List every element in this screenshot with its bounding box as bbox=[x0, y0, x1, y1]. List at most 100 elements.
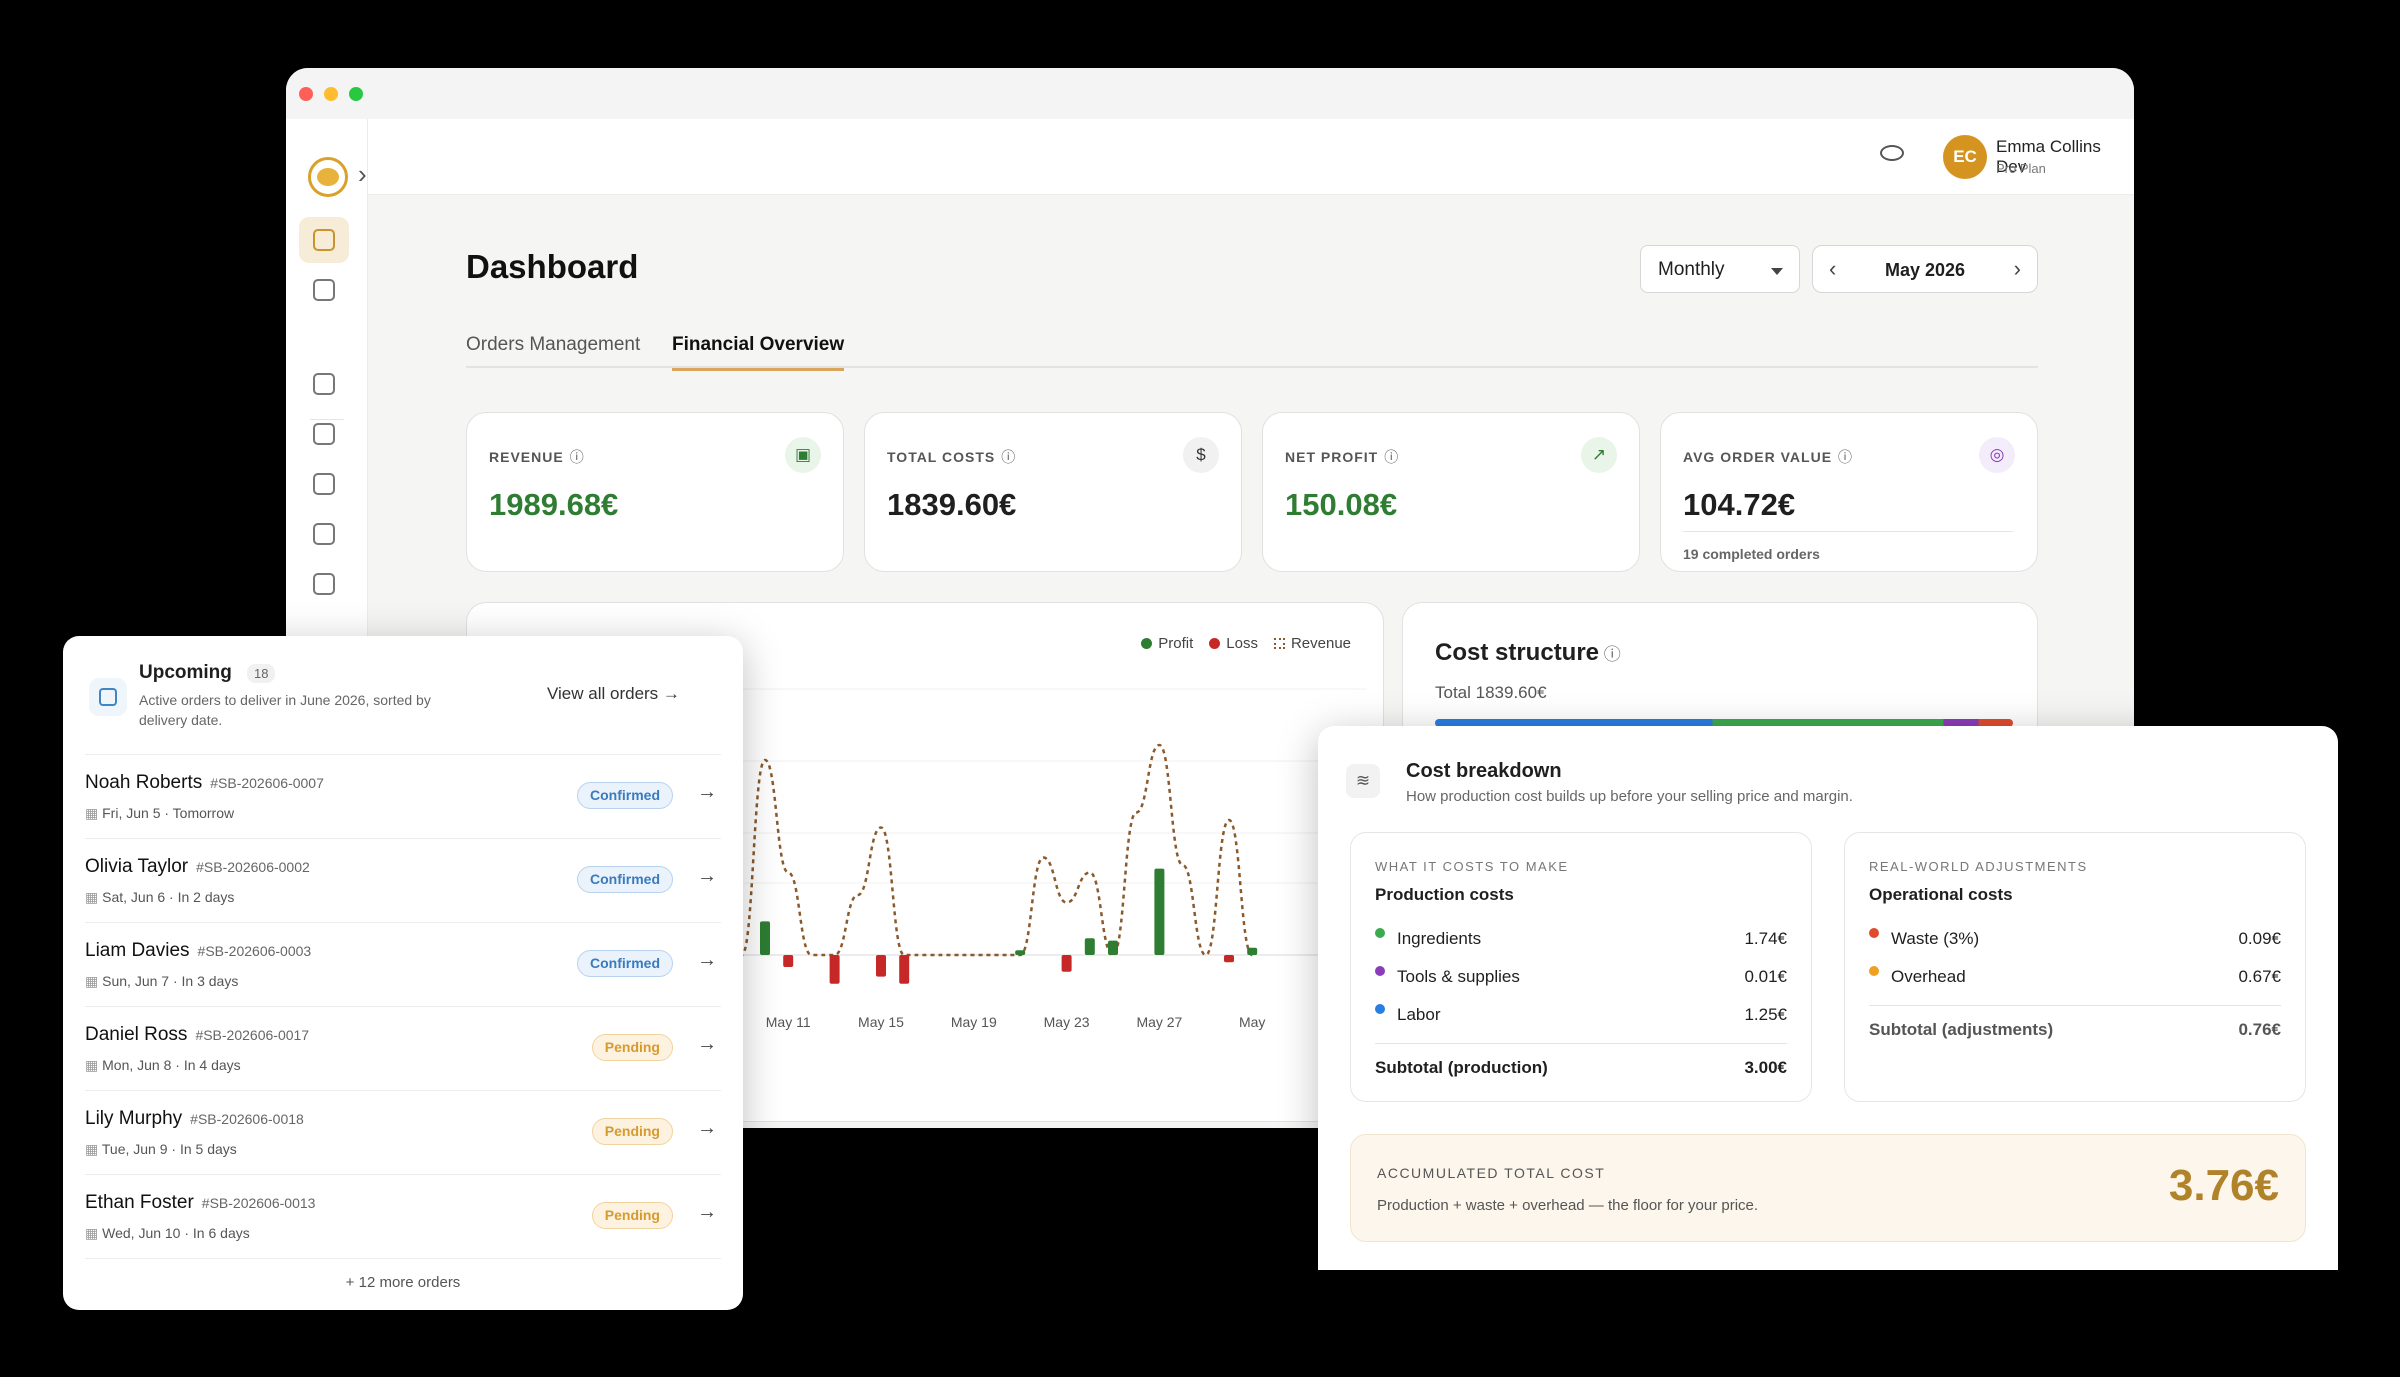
order-row[interactable]: Liam Davies #SB-202606-0003 Sun, Jun 7 · … bbox=[85, 922, 721, 1006]
profit-bar[interactable] bbox=[1084, 938, 1095, 955]
status-badge: Confirmed bbox=[577, 866, 673, 893]
clipboard-icon bbox=[313, 523, 335, 545]
dashboard-icon bbox=[313, 229, 335, 251]
more-orders-link[interactable]: + 12 more orders bbox=[345, 1274, 461, 1291]
x-tick-label: May 11 bbox=[766, 1014, 811, 1030]
arrow-right-icon[interactable]: → bbox=[697, 865, 717, 887]
period-select[interactable]: Monthly bbox=[1640, 245, 1800, 293]
tab-financial-overview[interactable]: Financial Overview bbox=[672, 334, 845, 371]
customer-name: Ethan Foster bbox=[85, 1192, 194, 1213]
loss-bar[interactable] bbox=[829, 955, 840, 984]
production-kicker: WHAT IT COSTS TO MAKE bbox=[1375, 859, 1569, 874]
nav-checklist[interactable] bbox=[299, 511, 349, 557]
arrow-right-icon[interactable]: → bbox=[697, 781, 717, 803]
customer-name: Lily Murphy bbox=[85, 1108, 183, 1129]
status-badge: Confirmed bbox=[577, 950, 673, 977]
kpi-label: TOTAL COSTS bbox=[887, 447, 1016, 467]
user-name[interactable]: Emma Collins Dev bbox=[1996, 137, 2101, 176]
chart-legend: Profit Loss Revenue bbox=[1141, 635, 1351, 652]
kpi-label: NET PROFIT bbox=[1285, 447, 1399, 467]
nav-recipes[interactable] bbox=[299, 461, 349, 507]
order-row[interactable]: Daniel Ross #SB-202606-0017 Mon, Jun 8 · … bbox=[85, 1006, 721, 1090]
period-select-value: Monthly bbox=[1658, 259, 1725, 280]
loss-bar[interactable] bbox=[1061, 955, 1072, 972]
order-row[interactable]: Ethan Foster #SB-202606-0013 Wed, Jun 10 … bbox=[85, 1174, 721, 1258]
order-row[interactable]: Lily Murphy #SB-202606-0018 Tue, Jun 9 · … bbox=[85, 1090, 721, 1174]
delivery-date: Sun, Jun 7 · In 3 days bbox=[85, 973, 238, 990]
cost-structure-title: Cost structure bbox=[1435, 639, 1621, 667]
calendar-clock-icon bbox=[89, 678, 127, 716]
upcoming-count: 18 bbox=[247, 664, 276, 683]
nav-products[interactable] bbox=[299, 411, 349, 457]
loss-bar[interactable] bbox=[783, 955, 794, 967]
arrow-right-icon[interactable]: → bbox=[697, 1117, 717, 1139]
minimize-window-button[interactable] bbox=[324, 87, 338, 101]
nav-customers[interactable] bbox=[299, 561, 349, 607]
profit-bar[interactable] bbox=[1015, 950, 1026, 955]
receipt-icon: $ bbox=[1183, 437, 1219, 473]
loss-bar[interactable] bbox=[1224, 955, 1234, 963]
chevron-left-icon[interactable]: ‹ bbox=[1829, 256, 1837, 281]
cost-structure-total: Total 1839.60€ bbox=[1435, 683, 1547, 702]
profit-bar[interactable] bbox=[1247, 947, 1258, 955]
order-row[interactable]: Noah Roberts #SB-202606-0007 Fri, Jun 5 ·… bbox=[85, 754, 721, 838]
kpi-revenue: REVENUE ▣ 1989.68€ bbox=[466, 412, 844, 572]
delivery-date: Tue, Jun 9 · In 5 days bbox=[85, 1141, 237, 1158]
loss-bar[interactable] bbox=[876, 955, 886, 977]
expand-sidebar-icon[interactable]: › bbox=[358, 159, 367, 189]
nav-calendar[interactable] bbox=[299, 267, 349, 313]
kpi-value: 104.72€ bbox=[1683, 487, 1796, 522]
status-badge: Pending bbox=[591, 1034, 673, 1061]
adjust-subtotal: Subtotal (adjustments) 0.76€ bbox=[1869, 1005, 2281, 1040]
legend-revenue[interactable]: Revenue bbox=[1273, 635, 1351, 652]
kpi-label: REVENUE bbox=[489, 447, 585, 467]
order-row[interactable]: Olivia Taylor #SB-202606-0002 Sat, Jun 6 … bbox=[85, 838, 721, 922]
profit-bar[interactable] bbox=[1154, 868, 1165, 955]
arrow-right-icon[interactable]: → bbox=[697, 1033, 717, 1055]
avatar[interactable]: EC bbox=[1943, 135, 1987, 179]
tab-orders-management[interactable]: Orders Management bbox=[466, 334, 641, 355]
users-icon bbox=[313, 573, 335, 595]
cost-item-tools: Tools & supplies 0.01€ bbox=[1375, 966, 1787, 993]
upcoming-description: Active orders to deliver in June 2026, s… bbox=[139, 692, 431, 728]
kpi-net-profit: NET PROFIT ↗ 150.08€ bbox=[1262, 412, 1640, 572]
delivery-date: Wed, Jun 10 · In 6 days bbox=[85, 1225, 250, 1242]
cost-item-waste: Waste (3%) 0.09€ bbox=[1869, 928, 2281, 955]
arrow-right-icon[interactable]: → bbox=[697, 1201, 717, 1223]
trending-up-icon: ↗ bbox=[1581, 437, 1617, 473]
close-window-button[interactable] bbox=[299, 87, 313, 101]
kpi-value: 1989.68€ bbox=[489, 487, 619, 522]
chevron-right-icon[interactable]: › bbox=[2013, 256, 2021, 281]
acc-description: Production + waste + overhead — the floo… bbox=[1377, 1197, 1759, 1214]
customer-name: Daniel Ross bbox=[85, 1024, 188, 1045]
sidebar-divider bbox=[310, 419, 344, 420]
order-id: #SB-202606-0017 bbox=[195, 1027, 310, 1043]
nav-dashboard[interactable] bbox=[299, 217, 349, 263]
x-tick-label: May 15 bbox=[858, 1014, 904, 1030]
cart-icon bbox=[313, 373, 335, 395]
legend-profit[interactable]: Profit bbox=[1141, 635, 1193, 652]
app-logo[interactable] bbox=[308, 157, 348, 197]
cost-structure-bar bbox=[1435, 719, 2013, 727]
period-navigator: ‹ May 2026 › bbox=[1812, 245, 2038, 293]
loss-bar[interactable] bbox=[899, 955, 910, 984]
production-heading: Production costs bbox=[1375, 885, 1514, 904]
kpi-value: 1839.60€ bbox=[887, 487, 1017, 522]
kpi-value: 150.08€ bbox=[1285, 487, 1398, 522]
profit-bar[interactable] bbox=[760, 921, 770, 955]
maximize-window-button[interactable] bbox=[349, 87, 363, 101]
adjust-heading: Operational costs bbox=[1869, 885, 2013, 904]
legend-loss[interactable]: Loss bbox=[1209, 635, 1258, 652]
view-all-orders-link[interactable]: View all orders → bbox=[547, 684, 680, 703]
eye-icon[interactable] bbox=[1880, 145, 1904, 161]
order-id: #SB-202606-0002 bbox=[196, 859, 310, 875]
profit-bar[interactable] bbox=[1108, 940, 1118, 955]
layers-icon: ≋ bbox=[1346, 764, 1380, 798]
arrow-right-icon[interactable]: → bbox=[697, 949, 717, 971]
coins-icon: ◎ bbox=[1979, 437, 2015, 473]
nav-orders[interactable] bbox=[299, 361, 349, 407]
cake-icon bbox=[313, 473, 335, 495]
acc-kicker: ACCUMULATED TOTAL COST bbox=[1377, 1165, 1606, 1181]
operational-costs-panel: REAL-WORLD ADJUSTMENTS Operational costs… bbox=[1844, 832, 2306, 1102]
production-subtotal: Subtotal (production) 3.00€ bbox=[1375, 1043, 1787, 1078]
